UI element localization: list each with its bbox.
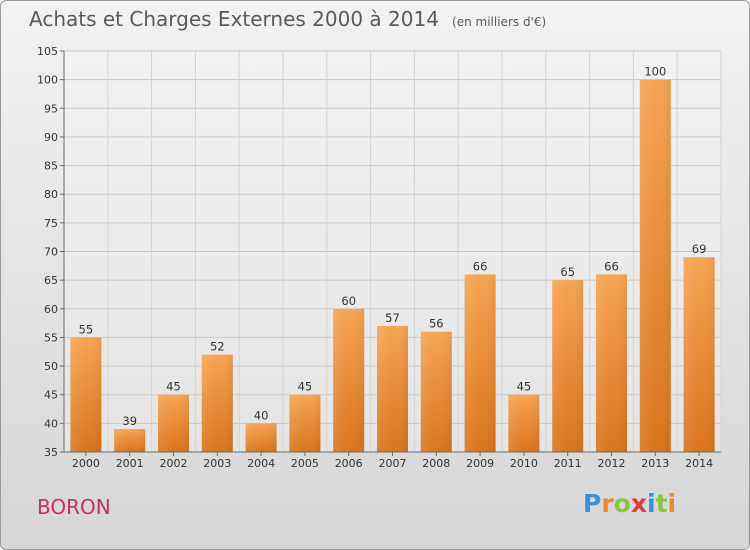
x-tick-label: 2000 — [72, 457, 100, 470]
y-tick-label: 90 — [44, 131, 58, 144]
x-tick-label: 2011 — [554, 457, 582, 470]
x-tick-label: 2005 — [291, 457, 319, 470]
y-tick-label: 35 — [44, 446, 58, 459]
bar-shine — [683, 257, 715, 452]
y-tick-label: 100 — [37, 74, 58, 87]
x-tick-label: 2006 — [335, 457, 363, 470]
bar-value-label: 60 — [341, 294, 356, 308]
bar-value-label: 45 — [517, 380, 532, 394]
bar-value-label: 45 — [298, 380, 313, 394]
y-tick-label: 75 — [44, 217, 58, 230]
x-tick-label: 2007 — [379, 457, 407, 470]
y-tick-label: 45 — [44, 389, 58, 402]
logo-letter: i — [647, 489, 656, 518]
bar-shine — [333, 308, 365, 452]
bar-value-label: 66 — [473, 259, 488, 273]
y-tick-label: 85 — [44, 160, 58, 173]
bar-shine — [201, 354, 233, 452]
bar-shine — [508, 394, 540, 452]
bar-shine — [245, 423, 277, 452]
bar-value-label: 40 — [254, 408, 269, 422]
logo-letter: t — [655, 489, 668, 518]
commune-name: BORON — [37, 495, 111, 519]
logo-letter: P — [583, 489, 602, 518]
bar-value-label: 66 — [604, 259, 619, 273]
chart-subtitle: (en milliers d'€) — [452, 15, 547, 29]
bar-value-label: 39 — [122, 414, 137, 428]
y-tick-label: 65 — [44, 274, 58, 287]
bar-value-label: 55 — [79, 322, 94, 336]
bar-shine — [158, 394, 189, 452]
x-tick-label: 2010 — [510, 457, 538, 470]
x-tick-label: 2004 — [247, 457, 275, 470]
logo-letter: x — [630, 489, 647, 518]
bar-shine — [464, 274, 496, 452]
bar-value-label: 56 — [429, 317, 444, 331]
x-tick-label: 2014 — [685, 457, 713, 470]
y-tick-label: 105 — [37, 45, 58, 58]
chart-title-block: Achats et Charges Externes 2000 à 2014 (… — [29, 7, 546, 31]
logo-letter: r — [601, 489, 614, 518]
bar-shine — [639, 79, 671, 453]
bar-shine — [289, 394, 321, 452]
x-tick-label: 2002 — [160, 457, 188, 470]
y-tick-label: 60 — [44, 303, 58, 316]
bar-value-label: 100 — [644, 65, 666, 79]
bar-shine — [420, 331, 452, 452]
bar-shine — [552, 280, 584, 452]
chart-title: Achats et Charges Externes 2000 à 2014 — [29, 7, 439, 31]
x-tick-label: 2009 — [466, 457, 494, 470]
bar-value-label: 45 — [166, 380, 181, 394]
bar-shine — [114, 429, 146, 452]
x-tick-label: 2012 — [598, 457, 626, 470]
bar-value-label: 69 — [692, 242, 707, 256]
logo-letter: i — [667, 489, 677, 518]
x-tick-label: 2008 — [422, 457, 450, 470]
logo-letter: o — [613, 489, 631, 518]
y-tick-label: 40 — [44, 417, 58, 430]
bar-value-label: 52 — [210, 340, 225, 354]
y-tick-label: 55 — [44, 331, 58, 344]
y-tick-label: 70 — [44, 246, 58, 259]
x-tick-label: 2013 — [641, 457, 669, 470]
y-tick-label: 50 — [44, 360, 58, 373]
proxiti-logo: Proxiti — [583, 489, 676, 518]
bar-shine — [377, 325, 408, 452]
bar-value-label: 57 — [385, 311, 400, 325]
y-tick-label: 80 — [44, 188, 58, 201]
bar-value-label: 65 — [560, 265, 575, 279]
bar-shine — [596, 274, 627, 452]
x-tick-label: 2003 — [203, 457, 231, 470]
y-tick-label: 95 — [44, 102, 58, 115]
x-tick-label: 2001 — [116, 457, 144, 470]
bar-shine — [70, 337, 102, 452]
